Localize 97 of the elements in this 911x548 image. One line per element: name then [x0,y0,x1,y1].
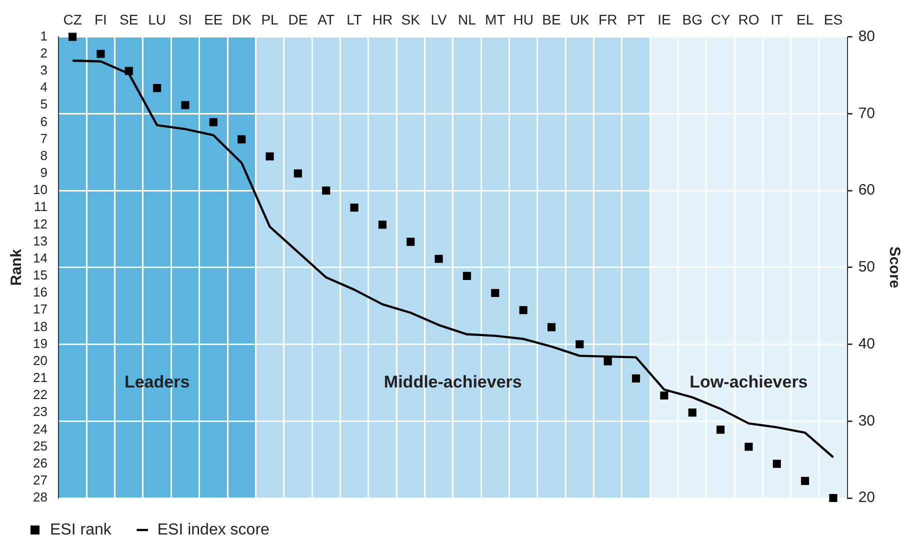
x-tick-label: DE [288,11,308,28]
x-tick-label: BE [542,11,561,28]
y-tick-label: 11 [34,199,48,214]
y-tick-label: 13 [32,233,48,248]
point [153,84,162,92]
x-tick-label: PT [627,11,646,28]
x-tick-label: FI [94,11,107,28]
y-tick-label: 7 [40,130,48,146]
y-tick-label: 14 [32,250,48,266]
x-tick-label: HU [513,11,534,28]
y-tick-label: 20 [32,352,48,368]
y-axis-title: Rank [8,248,26,286]
y2-tick-label: 80 [858,28,876,45]
y-tick-label: 8 [40,148,48,163]
point [350,204,358,212]
point [576,340,584,348]
y-tick-label: 4 [40,80,48,95]
x-tick-label: EL [796,11,814,28]
y-tick-label: 17 [32,302,48,317]
legend-label: ESI index score [157,521,270,538]
y-tick-label: 28 [32,490,48,505]
point [547,323,556,332]
point [266,152,274,160]
x-tick-label: LT [346,11,362,28]
point [294,169,302,178]
y2-tick-label: 30 [858,412,876,430]
x-tick-label: LU [148,11,166,28]
point [378,220,386,229]
y2-tick-label: 40 [858,335,876,352]
y2-tick-label: 20 [858,489,876,506]
point [688,408,696,417]
point [181,101,190,110]
x-tick-label: IE [658,11,671,28]
point [660,391,668,400]
y-tick-label: 22 [32,387,48,402]
point [434,254,443,263]
x-tick-label: IT [770,11,784,28]
x-tick-label: PL [261,11,279,28]
band-label: Low-achievers [690,372,808,392]
y-tick-label: 23 [32,404,48,420]
y-tick-label: 15 [32,268,48,283]
band-label: Middle-achievers [384,372,522,392]
y-tick-label: 5 [40,96,48,112]
point [744,442,753,451]
point [124,66,133,75]
y2-tick-label: 70 [858,104,876,122]
x-tick-label: MT [485,11,506,28]
x-tick-label: FR [598,11,618,28]
y-tick-label: 3 [40,62,48,78]
x-tick-label: SE [120,11,138,28]
point [209,118,218,126]
y-tick-label: 6 [40,114,48,129]
point [716,426,725,434]
y-tick-label: 19 [32,336,48,351]
y-tick-label: 1 [40,28,48,44]
y-tick-label: 21 [32,370,48,386]
y-tick-label: 9 [40,165,48,180]
y-tick-label: 12 [32,216,48,232]
point [68,32,77,41]
point [519,306,528,314]
point [238,135,246,144]
point [322,186,330,195]
y-tick-label: 18 [32,318,48,334]
x-tick-label: RO [738,11,760,28]
x-tick-label: DK [232,11,252,28]
point [829,494,838,502]
x-tick-label: SK [401,11,421,28]
y2-axis-title: Score [886,246,903,288]
x-tick-label: LV [430,11,448,28]
y-tick-label: 26 [32,455,48,470]
x-tick-label: AT [318,11,335,28]
x-tick-label: CZ [63,11,82,28]
x-tick-label: CY [710,11,731,28]
y2-tick-label: 50 [858,258,876,276]
point [406,238,415,246]
y-tick-label: 2 [40,45,48,60]
y-tick-label: 25 [32,438,48,454]
point [801,476,810,485]
x-tick-label: NL [458,11,476,28]
x-tick-label: UK [570,11,590,28]
legend-label: ESI rank [50,521,112,538]
y2-tick-label: 60 [858,182,876,199]
x-tick-label: BG [682,11,702,28]
point [462,272,472,280]
x-tick-label: SI [178,11,192,28]
point [96,50,105,58]
point [491,288,500,298]
x-tick-label: ES [824,11,843,28]
x-tick-label: EE [204,11,223,28]
y-tick-label: 24 [32,421,48,436]
x-tick-label: HR [372,11,393,28]
y-tick-label: 16 [32,284,48,300]
point [632,374,640,382]
y-tick-label: 27 [32,472,48,488]
point [772,460,781,468]
point [604,357,612,366]
y-tick-label: 10 [32,182,48,198]
